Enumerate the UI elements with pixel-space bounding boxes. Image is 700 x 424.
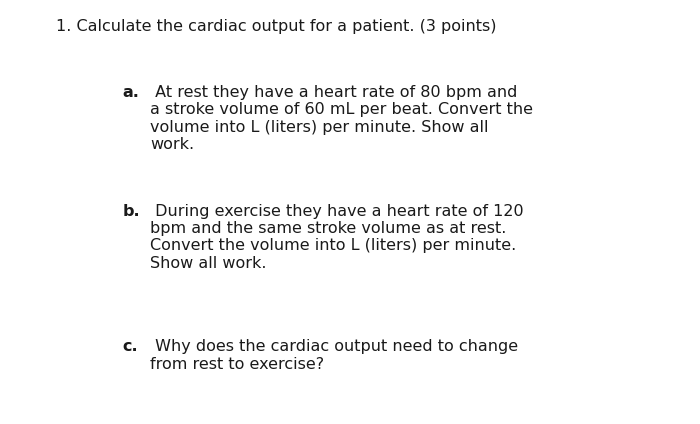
Text: a.: a. bbox=[122, 85, 139, 100]
Text: b.: b. bbox=[122, 204, 140, 218]
Text: 1. Calculate the cardiac output for a patient. (3 points): 1. Calculate the cardiac output for a pa… bbox=[56, 19, 496, 34]
Text: Why does the cardiac output need to change
from rest to exercise?: Why does the cardiac output need to chan… bbox=[150, 339, 519, 371]
Text: During exercise they have a heart rate of 120
bpm and the same stroke volume as : During exercise they have a heart rate o… bbox=[150, 204, 524, 271]
Text: c.: c. bbox=[122, 339, 138, 354]
Text: At rest they have a heart rate of 80 bpm and
a stroke volume of 60 mL per beat. : At rest they have a heart rate of 80 bpm… bbox=[150, 85, 533, 152]
